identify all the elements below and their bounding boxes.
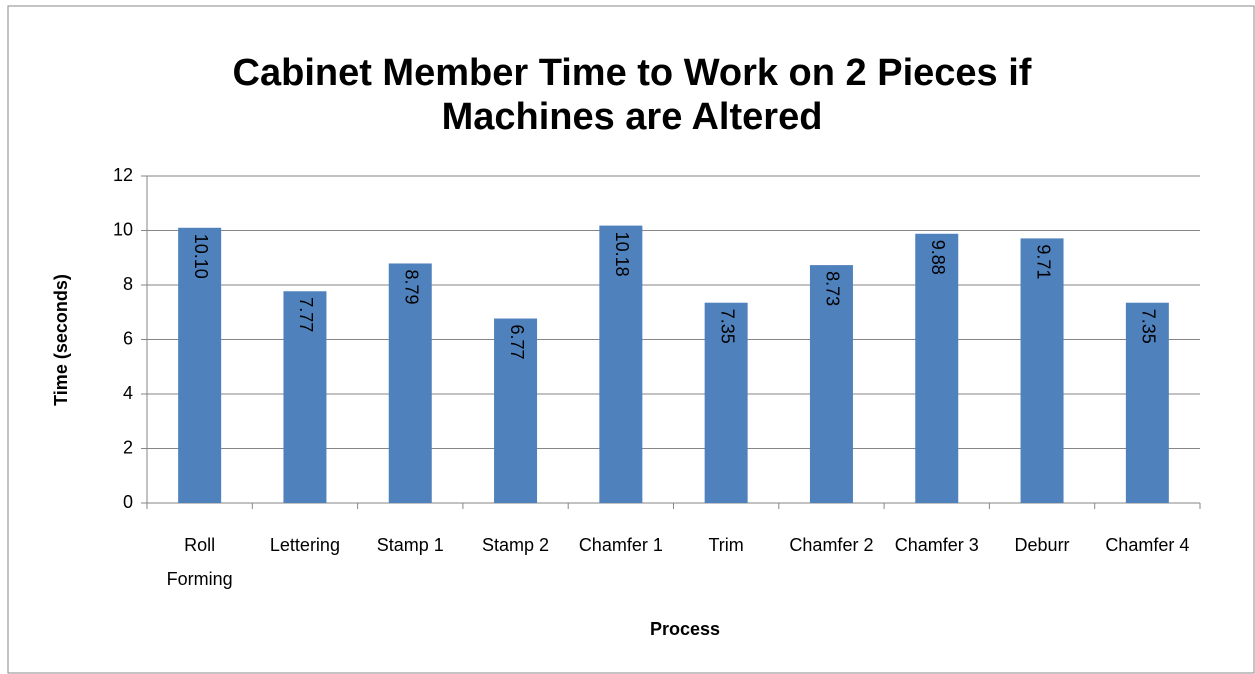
x-tick-label: Chamfer 1 [579, 535, 663, 555]
bar [809, 265, 853, 503]
y-tick-label: 4 [123, 383, 133, 403]
x-axis-title: Process [650, 619, 720, 639]
x-tick-label: Chamfer 3 [895, 535, 979, 555]
data-label: 7.35 [1139, 309, 1159, 344]
x-tick-label: Stamp 2 [482, 535, 549, 555]
data-label: 9.88 [928, 240, 948, 275]
data-label: 9.71 [1033, 244, 1053, 279]
data-label: 7.77 [296, 297, 316, 332]
bar [494, 318, 538, 503]
data-label: 6.77 [507, 325, 527, 360]
data-label: 8.79 [402, 269, 422, 304]
bar [178, 227, 222, 503]
x-tick-label: Deburr [1015, 535, 1070, 555]
bar [388, 263, 432, 503]
x-tick-label: Stamp 1 [377, 535, 444, 555]
bar [599, 225, 643, 503]
x-tick-label: Lettering [270, 535, 340, 555]
x-tick-label: Roll Forming [167, 535, 233, 589]
y-tick-label: 2 [123, 437, 133, 457]
data-label: 10.10 [191, 234, 211, 279]
x-tick-label: Chamfer 4 [1105, 535, 1189, 555]
bar [1020, 238, 1064, 503]
bar [283, 291, 327, 503]
chart-title: Cabinet Member Time to Work on 2 Pieces … [233, 52, 1032, 138]
y-tick-label: 10 [113, 219, 133, 239]
bar [915, 233, 959, 503]
data-label: 7.35 [717, 309, 737, 344]
y-tick-label: 6 [123, 328, 133, 348]
y-axis-title: Time (seconds) [51, 274, 71, 406]
bar [1125, 302, 1169, 503]
y-tick-label: 8 [123, 274, 133, 294]
bar [704, 302, 748, 503]
data-label: 8.73 [823, 271, 843, 306]
x-tick-label: Chamfer 2 [789, 535, 873, 555]
data-label: 10.18 [612, 232, 632, 277]
y-tick-label: 12 [113, 165, 133, 185]
x-tick-label: Trim [708, 535, 743, 555]
y-tick-label: 0 [123, 492, 133, 512]
